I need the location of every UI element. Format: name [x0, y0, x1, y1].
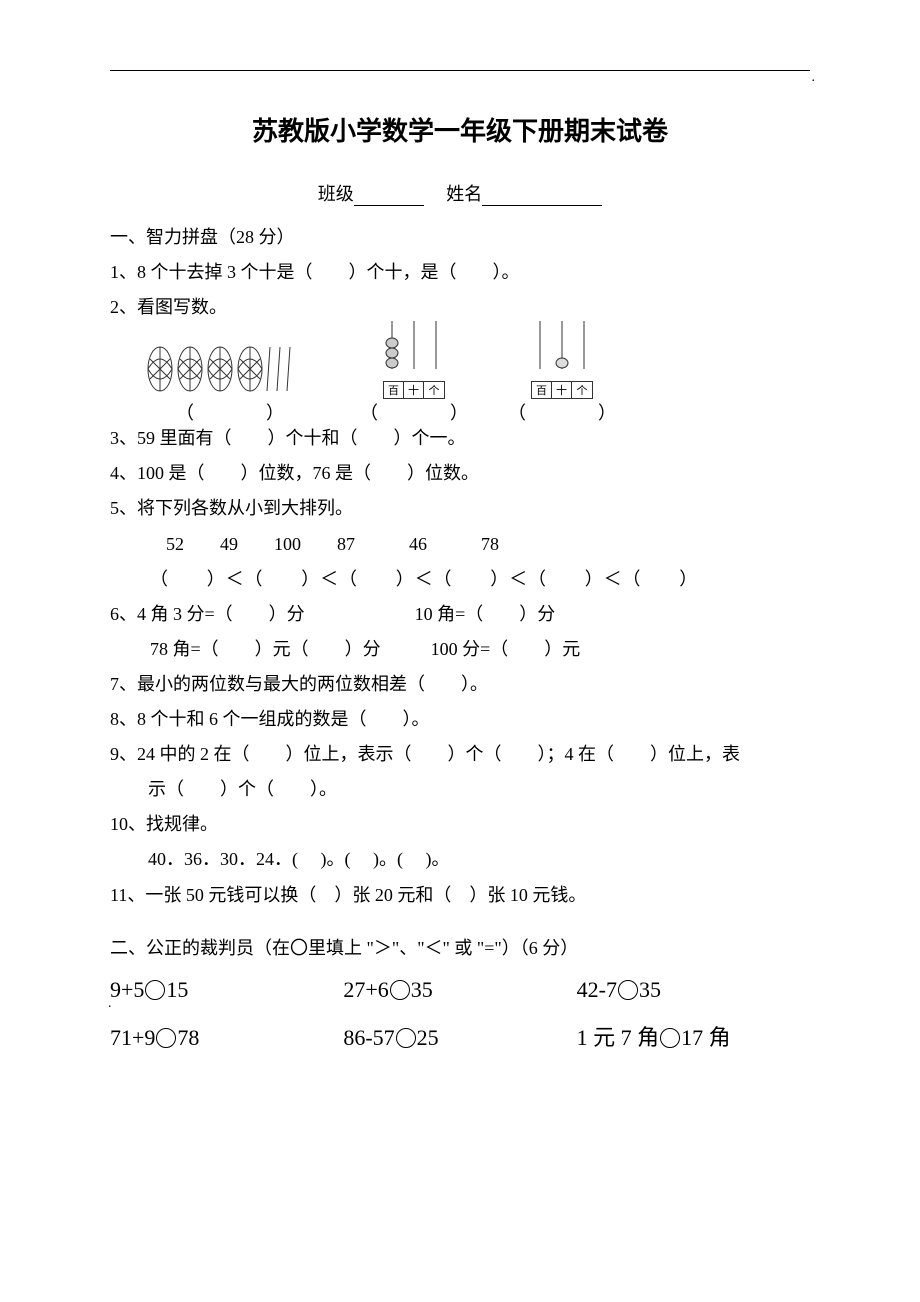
s2-lhs: 27+6: [343, 977, 388, 1002]
class-name-row: 班级 姓名: [110, 180, 810, 206]
s2-rhs: 35: [639, 977, 661, 1002]
abacus-icon-c: [522, 321, 602, 381]
q2: 2、看图写数。: [110, 290, 810, 325]
q9b: 示（ ）个（ ）。: [110, 772, 810, 807]
name-blank[interactable]: [482, 188, 602, 206]
name-label: 姓名: [446, 184, 482, 204]
q1: 1、8 个十去掉 3 个十是（ ）个十，是（ ）。: [110, 255, 810, 290]
abacus-label: 个: [572, 382, 592, 398]
q9a: 9、24 中的 2 在（ ）位上，表示（ ）个（ ）；4 在（ ）位上，表: [110, 737, 810, 772]
abacus-base-b: 百 十 个: [383, 381, 445, 399]
exam-title: 苏教版小学数学一年级下册期末试卷: [110, 111, 810, 148]
s2-lhs: 86-57: [343, 1025, 394, 1050]
q2-img-a: （ ）: [140, 339, 320, 425]
q6b: 10 角=（ ）分: [415, 604, 556, 624]
corner-mark-tr: .: [812, 70, 816, 86]
q6a: 6、4 角 3 分=（ ）分: [110, 604, 305, 624]
abacus-label: 十: [552, 382, 572, 398]
q6c: 78 角=（ ）元（ ）分: [150, 639, 381, 659]
q2-img-c: 百 十 个 （ ）: [508, 321, 616, 425]
abacus-label: 十: [404, 382, 424, 398]
section2-header: 二、公正的裁判员（在〇里填上 "＞"、"＜" 或 "="）（6 分）: [110, 931, 810, 966]
s2-lhs: 1 元 7 角: [577, 1025, 660, 1050]
compare-circle[interactable]: [618, 980, 638, 1000]
compare-circle[interactable]: [390, 980, 410, 1000]
s2-lhs: 42-7: [577, 977, 617, 1002]
q11: 11、一张 50 元钱可以换（ ）张 20 元和（ ）张 10 元钱。: [110, 878, 810, 913]
q6-row1: 6、4 角 3 分=（ ）分 10 角=（ ）分: [110, 597, 810, 632]
s2-row1: 9+5 15 27+6 35 42-7 35: [110, 966, 810, 1014]
abacus-base-c: 百 十 个: [531, 381, 593, 399]
abacus-label: 个: [424, 382, 444, 398]
q2-images: （ ） 百 十 个 （ ）: [110, 321, 810, 425]
s2-rhs: 25: [417, 1025, 439, 1050]
q5: 5、将下列各数从小到大排列。: [110, 491, 810, 526]
compare-circle[interactable]: [156, 1028, 176, 1048]
q7: 7、最小的两位数与最大的两位数相差（ ）。: [110, 667, 810, 702]
s2-rhs: 78: [177, 1025, 199, 1050]
q6d: 100 分=（ ）元: [431, 639, 581, 659]
corner-mark-bl: .: [108, 996, 112, 1012]
compare-circle[interactable]: [396, 1028, 416, 1048]
q6-row2: 78 角=（ ）元（ ）分 100 分=（ ）元: [110, 632, 810, 667]
q4: 4、100 是（ ）位数，76 是（ ）位数。: [110, 456, 810, 491]
s2-rhs: 35: [411, 977, 433, 1002]
abacus-label: 百: [532, 382, 552, 398]
s2-rhs: 15: [166, 977, 188, 1002]
compare-circle[interactable]: [660, 1028, 680, 1048]
abacus-icon-b: [374, 321, 454, 381]
s2-rhs: 17 角: [681, 1025, 731, 1050]
class-label: 班级: [318, 184, 354, 204]
abacus-label: 百: [384, 382, 404, 398]
q5-numbers: 52 49 100 87 46 78: [110, 527, 810, 562]
section1-header: 一、智力拼盘（28 分）: [110, 220, 810, 255]
top-rule: [110, 70, 810, 71]
compare-circle[interactable]: [145, 980, 165, 1000]
q3: 3、59 里面有（ ）个十和（ ）个一。: [110, 421, 810, 456]
q2-img-b: 百 十 个 （ ）: [360, 321, 468, 425]
tally-bundles-icon: [140, 339, 320, 399]
q10-seq: 40．36．30．24．( )。( )。( )。: [110, 842, 810, 877]
q5-compare: （ ）＜（ ）＜（ ）＜（ ）＜（ ）＜（ ）: [110, 562, 810, 597]
q10: 10、找规律。: [110, 807, 810, 842]
q8: 8、8 个十和 6 个一组成的数是（ ）。: [110, 702, 810, 737]
s2-lhs: 9+5: [110, 977, 144, 1002]
q2-caption-c: （ ）: [508, 399, 616, 425]
class-blank[interactable]: [354, 188, 424, 206]
s2-row2: 71+9 78 86-57 25 1 元 7 角 17 角: [110, 1014, 810, 1062]
s2-lhs: 71+9: [110, 1025, 155, 1050]
